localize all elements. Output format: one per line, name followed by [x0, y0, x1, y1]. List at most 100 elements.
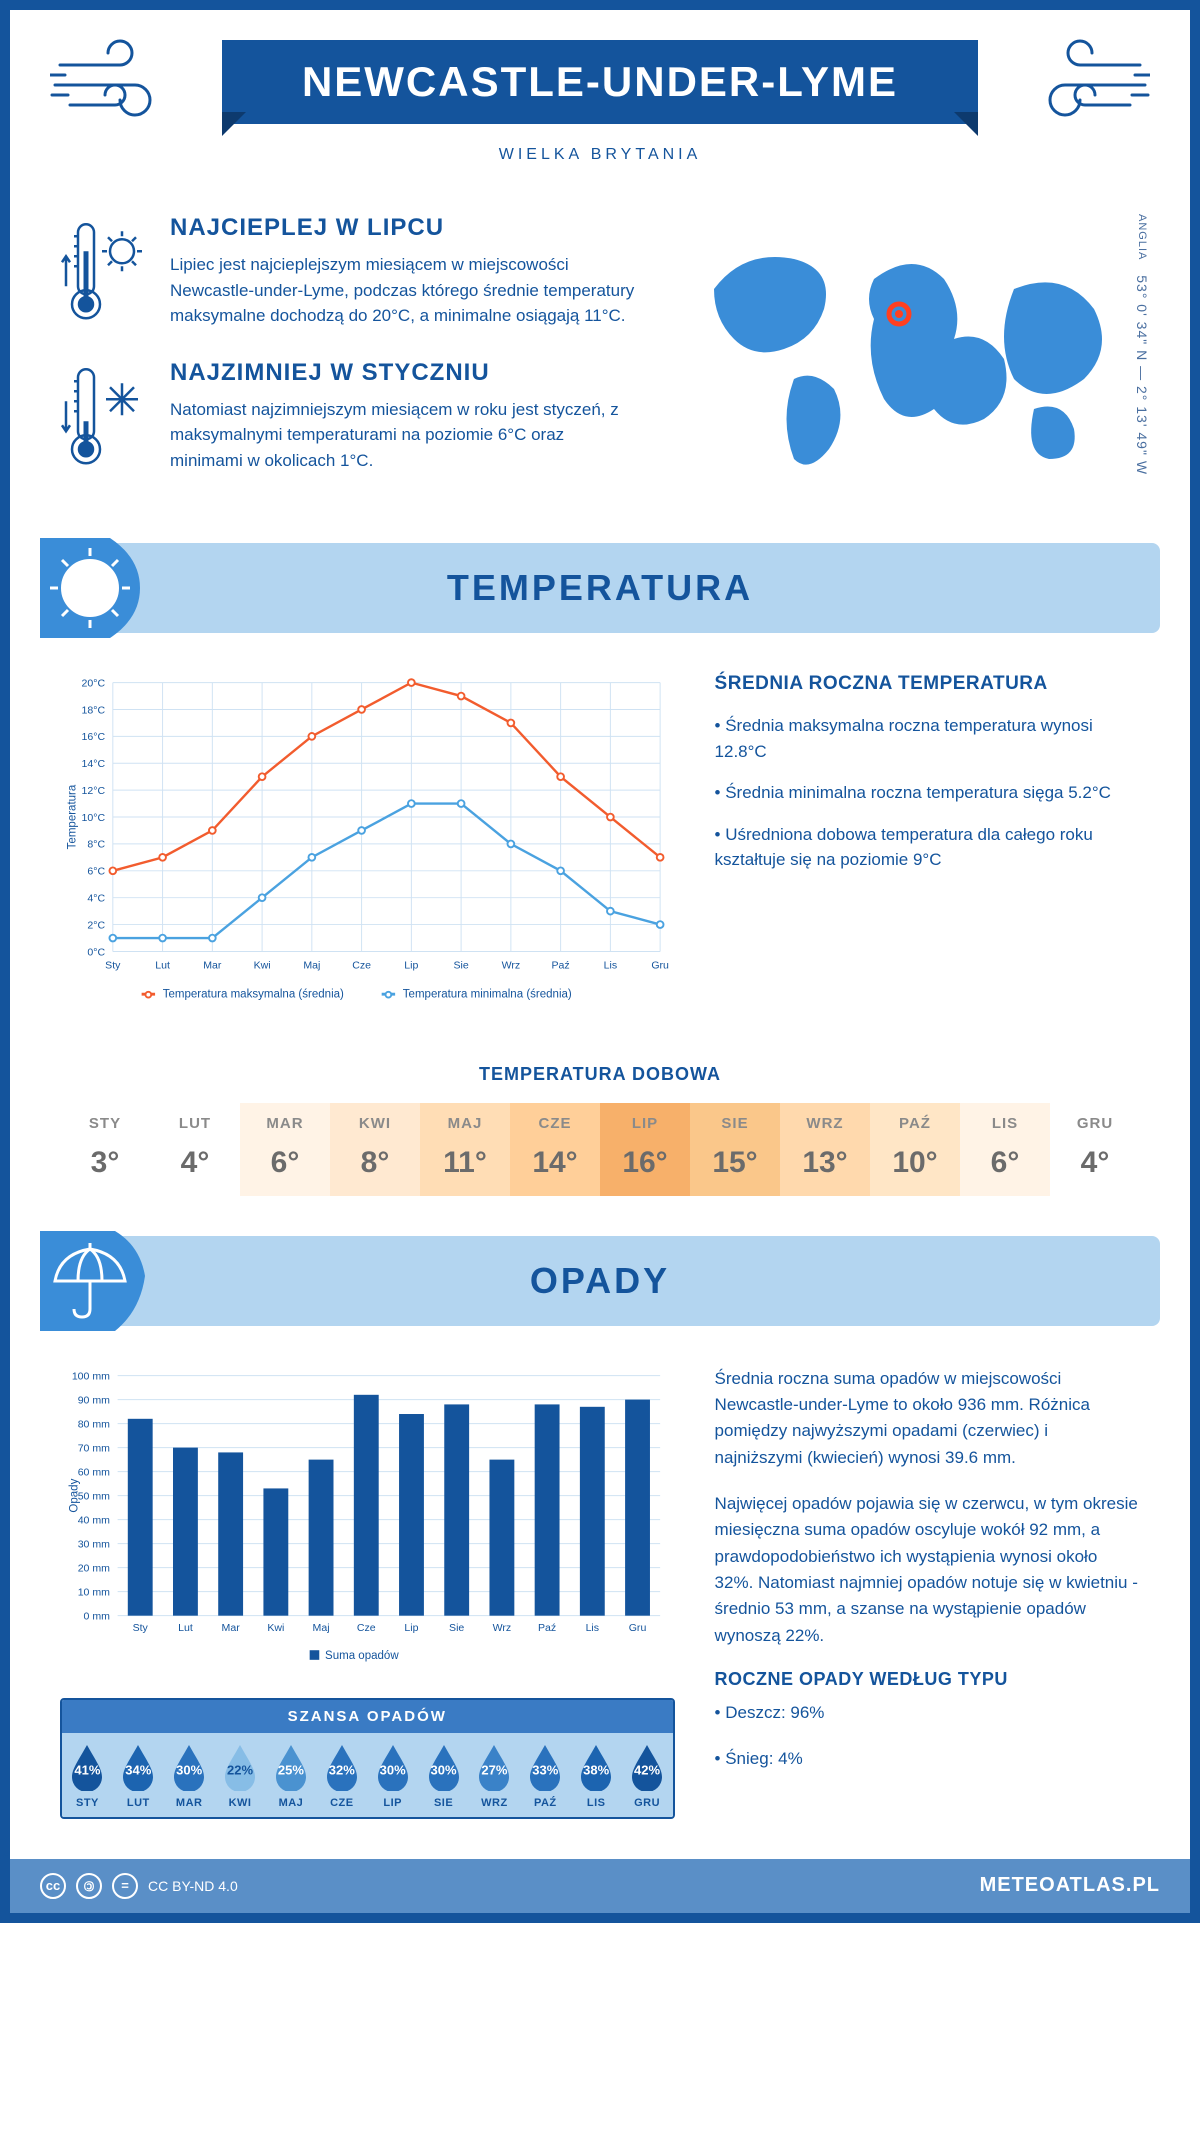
precip-chance-table: SZANSA OPADÓW 41% STY 34% LUT 30% MAR 22…	[60, 1698, 675, 1819]
svg-text:Sie: Sie	[449, 1622, 464, 1634]
svg-text:4°C: 4°C	[87, 893, 105, 905]
svg-text:Maj: Maj	[303, 960, 320, 972]
raindrop-icon: 30%	[425, 1743, 463, 1791]
svg-text:Paź: Paź	[538, 1622, 556, 1634]
svg-text:Temperatura: Temperatura	[66, 784, 78, 849]
svg-text:14°C: 14°C	[82, 758, 106, 770]
coordinates: ANGLIA 53° 0' 34" N — 2° 13' 49" W	[1134, 214, 1150, 503]
chance-cell: 22% KWI	[215, 1733, 266, 1817]
precip-chart: 0 mm10 mm20 mm30 mm40 mm50 mm60 mm70 mm8…	[60, 1366, 675, 1678]
svg-text:0 mm: 0 mm	[84, 1610, 111, 1622]
daily-cell: LIS6°	[960, 1103, 1050, 1196]
page-subtitle: WIELKA BRYTANIA	[50, 146, 1150, 164]
svg-text:18°C: 18°C	[82, 704, 106, 716]
svg-text:6°C: 6°C	[87, 866, 105, 878]
svg-text:Lis: Lis	[586, 1622, 599, 1634]
thermometer-sun-icon	[60, 214, 150, 329]
precip-title: OPADY	[530, 1260, 670, 1302]
precip-section-banner: OPADY	[40, 1236, 1160, 1326]
svg-text:Sie: Sie	[453, 960, 468, 972]
svg-text:Cze: Cze	[357, 1622, 376, 1634]
svg-text:Kwi: Kwi	[254, 960, 271, 972]
coldest-text: Natomiast najzimniejszym miesiącem w rok…	[170, 397, 638, 474]
raindrop-icon: 33%	[526, 1743, 564, 1791]
precip-summary: Średnia roczna suma opadów w miejscowośc…	[715, 1366, 1140, 1819]
svg-text:20°C: 20°C	[82, 677, 106, 689]
raindrop-icon: 38%	[577, 1743, 615, 1791]
raindrop-icon: 25%	[272, 1743, 310, 1791]
svg-text:30 mm: 30 mm	[78, 1538, 110, 1550]
site-name: METEOATLAS.PL	[980, 1874, 1160, 1897]
chance-cell: 30% SIE	[418, 1733, 469, 1817]
daily-cell: LIP16°	[600, 1103, 690, 1196]
chance-cell: 27% WRZ	[469, 1733, 520, 1817]
wind-icon	[1010, 35, 1150, 125]
svg-text:20 mm: 20 mm	[78, 1562, 110, 1574]
svg-text:Gru: Gru	[651, 960, 669, 972]
chance-cell: 30% MAR	[164, 1733, 215, 1817]
raindrop-icon: 30%	[374, 1743, 412, 1791]
svg-text:90 mm: 90 mm	[78, 1394, 110, 1406]
raindrop-icon: 30%	[170, 1743, 208, 1791]
temperature-summary: ŚREDNIA ROCZNA TEMPERATURA • Średnia mak…	[715, 673, 1140, 1024]
daily-cell: PAŹ10°	[870, 1103, 960, 1196]
daily-cell: LUT4°	[150, 1103, 240, 1196]
svg-text:12°C: 12°C	[82, 785, 106, 797]
svg-text:Lip: Lip	[404, 960, 418, 972]
daily-cell: GRU4°	[1050, 1103, 1140, 1196]
raindrop-icon: 34%	[119, 1743, 157, 1791]
svg-text:Suma opadów: Suma opadów	[325, 1650, 399, 1662]
header: NEWCASTLE-UNDER-LYME WIELKA BRYTANIA	[10, 10, 1190, 184]
raindrop-icon: 27%	[475, 1743, 513, 1791]
daily-temp-title: TEMPERATURA DOBOWA	[10, 1064, 1190, 1085]
svg-text:Kwi: Kwi	[267, 1622, 284, 1634]
svg-text:Maj: Maj	[313, 1622, 330, 1634]
warmest-title: NAJCIEPLEJ W LIPCU	[170, 214, 638, 242]
world-map-icon	[694, 229, 1114, 489]
nd-icon: =	[112, 1873, 138, 1899]
temperature-section-banner: TEMPERATURA	[40, 543, 1160, 633]
by-icon: 🄯	[76, 1873, 102, 1899]
raindrop-icon: 22%	[221, 1743, 259, 1791]
daily-cell: STY3°	[60, 1103, 150, 1196]
cc-icon: cc	[40, 1873, 66, 1899]
svg-text:Lut: Lut	[155, 960, 170, 972]
daily-cell: MAR6°	[240, 1103, 330, 1196]
chance-cell: 30% LIP	[367, 1733, 418, 1817]
svg-text:80 mm: 80 mm	[78, 1418, 110, 1430]
warmest-text: Lipiec jest najcieplejszym miesiącem w m…	[170, 252, 638, 329]
footer: cc 🄯 = CC BY-ND 4.0 METEOATLAS.PL	[10, 1859, 1190, 1913]
svg-text:Sty: Sty	[133, 1622, 149, 1634]
umbrella-icon	[40, 1231, 150, 1331]
svg-text:2°C: 2°C	[87, 919, 105, 931]
svg-text:10 mm: 10 mm	[78, 1586, 110, 1598]
chance-cell: 42% GRU	[622, 1733, 673, 1817]
svg-text:Lut: Lut	[178, 1622, 193, 1634]
svg-text:Cze: Cze	[352, 960, 371, 972]
coldest-title: NAJZIMNIEJ W STYCZNIU	[170, 359, 638, 387]
raindrop-icon: 32%	[323, 1743, 361, 1791]
svg-text:10°C: 10°C	[82, 812, 106, 824]
warmest-block: NAJCIEPLEJ W LIPCU Lipiec jest najcieple…	[60, 214, 638, 329]
svg-text:70 mm: 70 mm	[78, 1442, 110, 1454]
svg-text:Sty: Sty	[105, 960, 121, 972]
chance-cell: 33% PAŹ	[520, 1733, 571, 1817]
daily-cell: KWI8°	[330, 1103, 420, 1196]
svg-text:Mar: Mar	[222, 1622, 241, 1634]
svg-text:Wrz: Wrz	[493, 1622, 512, 1634]
license-text: CC BY-ND 4.0	[148, 1878, 238, 1894]
svg-text:Lis: Lis	[604, 960, 617, 972]
svg-text:40 mm: 40 mm	[78, 1514, 110, 1526]
daily-temp-table: STY3°LUT4°MAR6°KWI8°MAJ11°CZE14°LIP16°SI…	[60, 1103, 1140, 1196]
wind-icon	[50, 35, 190, 125]
chance-cell: 41% STY	[62, 1733, 113, 1817]
chance-cell: 34% LUT	[113, 1733, 164, 1817]
svg-text:Lip: Lip	[404, 1622, 418, 1634]
svg-text:100 mm: 100 mm	[72, 1370, 110, 1382]
svg-text:Mar: Mar	[203, 960, 222, 972]
svg-text:60 mm: 60 mm	[78, 1466, 110, 1478]
sun-icon	[40, 538, 150, 638]
raindrop-icon: 42%	[628, 1743, 666, 1791]
svg-text:8°C: 8°C	[87, 839, 105, 851]
svg-text:Wrz: Wrz	[502, 960, 521, 972]
